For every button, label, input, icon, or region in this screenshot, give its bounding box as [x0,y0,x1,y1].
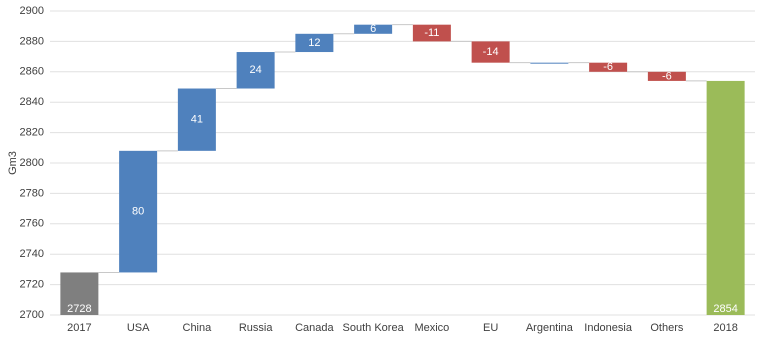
x-tick-label: China [183,322,213,334]
x-tick-label: 2017 [67,322,91,334]
bar [647,71,686,81]
data-label: 2728 [67,303,91,315]
x-tick-label: Mexico [414,322,449,334]
data-label: 2854 [713,303,737,315]
y-tick-label: 2700 [20,309,44,321]
y-tick-label: 2720 [20,279,44,291]
bar [530,62,569,64]
bar [354,24,393,34]
bar [589,62,628,72]
x-tick-label: 2018 [713,322,737,334]
y-tick-label: 2900 [20,5,44,17]
x-tick-label: Argentina [526,322,574,334]
x-tick-label: USA [127,322,150,334]
data-label: -6 [603,61,613,73]
data-label: 41 [191,114,203,126]
y-axis-label: Gm3 [7,151,19,175]
data-label: -14 [483,46,499,58]
x-tick-label: Others [650,322,684,334]
y-tick-label: 2860 [20,66,44,78]
data-label: -6 [662,70,672,82]
y-tick-label: 2800 [20,157,44,169]
y-tick-label: 2840 [20,96,44,108]
bar [60,272,99,315]
bar [412,24,451,42]
y-tick-label: 2780 [20,187,44,199]
bar [706,80,745,315]
bar [295,33,334,53]
x-tick-label: South Korea [343,322,405,334]
y-tick-label: 2880 [20,35,44,47]
data-label: 24 [250,64,262,76]
bar [471,41,510,63]
x-tick-label: EU [483,322,498,334]
x-tick-label: Indonesia [584,322,633,334]
data-label: -11 [424,27,439,39]
x-tick-label: Russia [239,322,274,334]
data-label: 80 [132,206,144,218]
data-label: 6 [370,23,376,35]
bar [177,88,216,151]
y-tick-label: 2740 [20,248,44,260]
data-label: 12 [308,37,320,49]
x-tick-label: Canada [295,322,334,334]
bar [236,52,275,89]
bar [119,150,158,273]
y-tick-label: 2820 [20,127,44,139]
y-tick-label: 2760 [20,218,44,230]
